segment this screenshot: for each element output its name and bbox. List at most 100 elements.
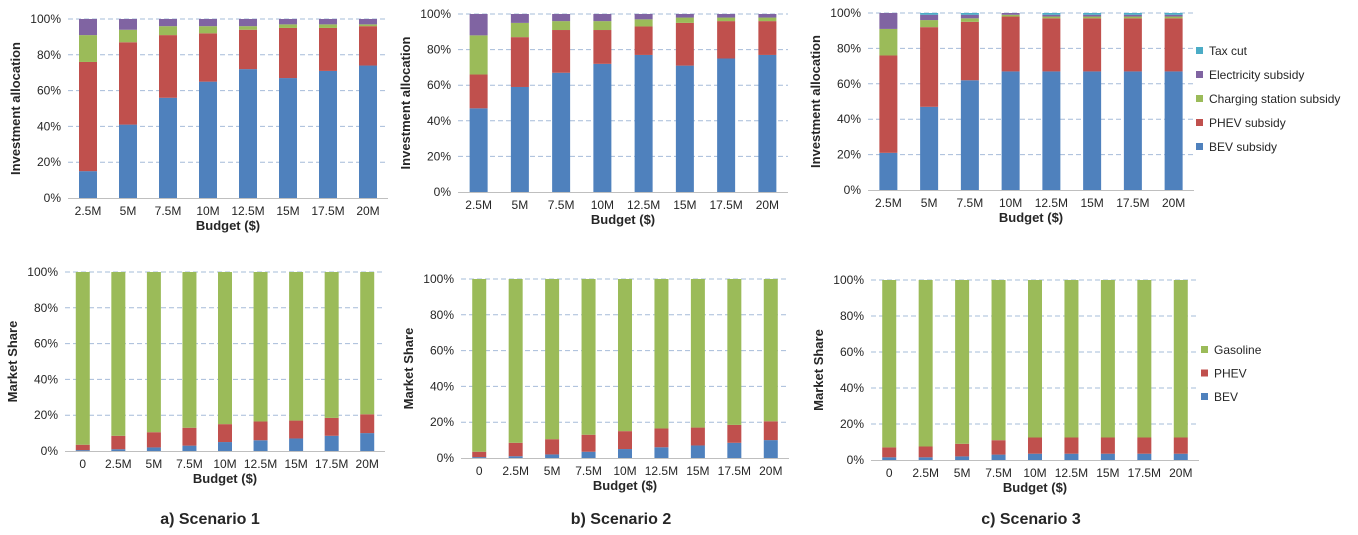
bar-bev-12-5m: [654, 447, 669, 458]
bar-phev-subsidy-7-5m: [159, 35, 177, 98]
bar-phev-17-5m: [727, 424, 742, 443]
bar-gasoline-20m: [763, 279, 778, 422]
y-tick-label: 40%: [34, 372, 58, 386]
bar-electricity-subsidy-5m: [119, 19, 137, 30]
legend-swatch-charging-station-subsidy: [1196, 95, 1203, 102]
bar-electricity-subsidy-17-5m: [1123, 14, 1142, 17]
x-tick-label: 20M: [1169, 466, 1192, 480]
x-tick-label: 15M: [673, 198, 696, 212]
x-tick-label: 15M: [276, 204, 299, 218]
bar-bev-0: [882, 457, 897, 460]
bar-electricity-subsidy-12-5m: [634, 14, 653, 20]
x-tick-label: 7.5M: [575, 464, 602, 478]
bar-phev-12-5m: [1064, 437, 1079, 454]
bar-bev-subsidy-2-5m: [79, 171, 97, 198]
y-tick-label: 60%: [34, 337, 58, 351]
x-axis-title: Budget ($): [193, 471, 257, 486]
bar-gasoline-0: [882, 280, 897, 448]
bar-phev-subsidy-5m: [510, 37, 529, 87]
y-tick-label: 40%: [430, 379, 454, 393]
bar-charging-station-subsidy-2-5m: [79, 35, 97, 62]
x-tick-label: 10M: [613, 464, 636, 478]
y-tick-label: 0%: [434, 185, 452, 199]
bar-charging-station-subsidy-15m: [675, 17, 694, 23]
bar-bev-subsidy-5m: [119, 124, 137, 198]
bar-electricity-subsidy-17-5m: [319, 19, 337, 25]
y-tick-label: 80%: [837, 41, 861, 55]
x-axis-title: Budget ($): [593, 478, 657, 493]
bar-phev-5m: [955, 443, 970, 457]
bar-electricity-subsidy-2-5m: [79, 19, 97, 36]
bar-bev-subsidy-12-5m: [1042, 71, 1061, 190]
x-tick-label: 15M: [686, 464, 709, 478]
bar-gasoline-7-5m: [581, 279, 596, 435]
bar-charging-station-subsidy-17-5m: [319, 24, 337, 28]
bar-phev-subsidy-2-5m: [879, 55, 898, 153]
bar-charging-station-subsidy-5m: [119, 29, 137, 43]
y-tick-label: 40%: [427, 114, 451, 128]
x-tick-label: 5M: [544, 464, 561, 478]
y-tick-label: 80%: [427, 43, 451, 57]
x-axis-title: Budget ($): [999, 210, 1063, 225]
bar-electricity-subsidy-2-5m: [879, 13, 898, 29]
y-tick-label: 100%: [423, 272, 454, 286]
bar-charging-station-subsidy-10m: [199, 26, 217, 34]
bar-bev-subsidy-17-5m: [319, 70, 337, 198]
legend-label-gasoline: Gasoline: [1214, 343, 1262, 357]
bar-charging-station-subsidy-10m: [593, 21, 612, 31]
y-tick-label: 80%: [37, 48, 61, 62]
y-tick-label: 60%: [37, 84, 61, 98]
bar-gasoline-5m: [545, 279, 560, 440]
y-tick-label: 100%: [830, 6, 861, 20]
bar-phev-20m: [1173, 437, 1188, 454]
bar-bev-5m: [545, 454, 560, 458]
bar-bev-subsidy-10m: [1001, 71, 1020, 190]
y-tick-label: 60%: [427, 78, 451, 92]
bar-charging-station-subsidy-7-5m: [960, 18, 979, 22]
y-tick-label: 0%: [437, 451, 455, 465]
x-tick-label: 7.5M: [176, 457, 203, 471]
bar-charging-station-subsidy-10m: [1001, 14, 1020, 17]
bar-electricity-subsidy-20m: [758, 14, 777, 18]
bar-gasoline-2-5m: [508, 279, 523, 443]
bar-bev-17-5m: [727, 442, 742, 458]
legend-label-bev: BEV: [1214, 390, 1238, 404]
bar-gasoline-7-5m: [182, 272, 197, 428]
x-tick-label: 5M: [120, 204, 137, 218]
bar-phev-subsidy-15m: [279, 27, 297, 79]
bar-phev-15m: [289, 420, 304, 439]
bar-phev-subsidy-10m: [199, 33, 217, 82]
y-tick-label: 0%: [847, 453, 865, 467]
bar-phev-12-5m: [253, 421, 268, 441]
bar-bev-subsidy-10m: [593, 63, 612, 193]
bar-electricity-subsidy-5m: [510, 14, 529, 23]
bar-bev-10m: [618, 449, 632, 458]
bar-phev-15m: [690, 427, 705, 446]
y-tick-label: 60%: [840, 345, 864, 359]
bar-phev-subsidy-20m: [1164, 18, 1183, 72]
chart-s1-market: 0% 20% 40% 60% 80% 100% 0 2.5M 5M 7.5M 10M 12.5M 15M…: [5, 265, 385, 486]
legend-label-electricity-subsidy: Electricity subsidy: [1209, 68, 1304, 82]
bar-bev-20m: [360, 433, 375, 451]
y-axis-title: Investment allocation: [398, 36, 413, 169]
bar-phev-7-5m: [182, 427, 197, 446]
y-tick-label: 100%: [833, 273, 864, 287]
x-tick-label: 2.5M: [465, 198, 492, 212]
bar-gasoline-10m: [618, 279, 632, 432]
x-tick-label: 20M: [1162, 196, 1185, 210]
bar-phev-20m: [360, 414, 375, 434]
bar-phev-subsidy-2-5m: [469, 74, 488, 109]
bar-phev-subsidy-17-5m: [319, 27, 337, 71]
bar-tax-cut-17-5m: [1123, 13, 1142, 15]
bar-phev-5m: [146, 432, 161, 448]
bar-electricity-subsidy-15m: [1083, 14, 1102, 17]
chart-s1-investment: 0% 20% 40% 60% 80% 100% 2.5M 5M 7.5M 10M 12.5M 15M 1…: [8, 12, 388, 233]
bar-charging-station-subsidy-2-5m: [879, 28, 898, 56]
y-tick-label: 40%: [840, 381, 864, 395]
bar-electricity-subsidy-20m: [359, 19, 377, 25]
bar-phev-subsidy-10m: [1001, 16, 1020, 72]
bar-bev-7-5m: [991, 454, 1006, 460]
legend-label-phev-subsidy: PHEV subsidy: [1209, 116, 1286, 130]
bar-bev-17-5m: [1137, 453, 1152, 460]
y-tick-label: 0%: [844, 183, 862, 197]
